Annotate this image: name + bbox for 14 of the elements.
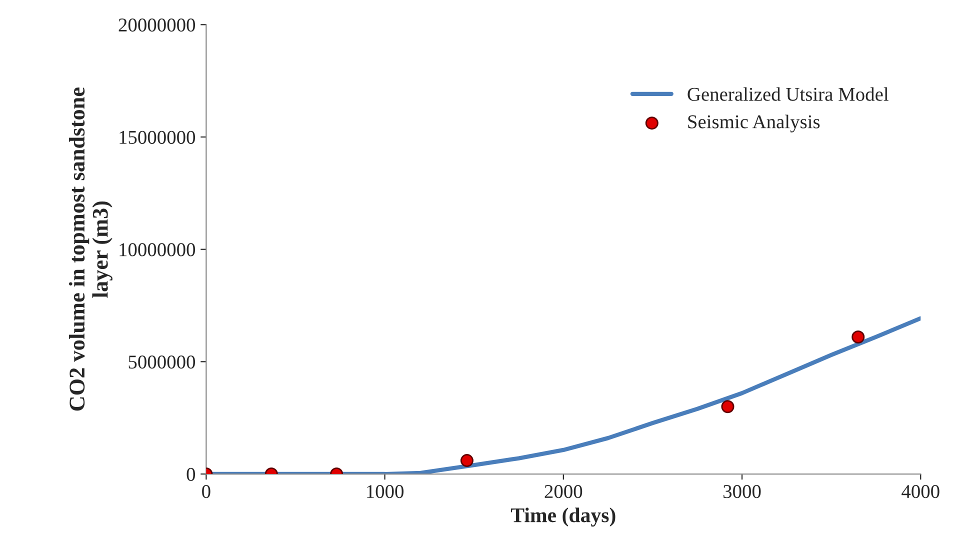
y-tick-label: 5000000 (128, 355, 196, 369)
x-tick-label: 4000 (902, 485, 940, 498)
y-tick-label: 10000000 (120, 243, 196, 256)
x-tick-label: 3000 (724, 485, 761, 498)
y-tick-label: 15000000 (120, 130, 196, 144)
y-tick-label: 20000000 (118, 18, 196, 32)
x-tick-label: 1000 (367, 485, 404, 498)
y-axis-title: CO2 volume in topmost sandstone layer (m3) (68, 88, 112, 411)
legend-label: Generalized Utsira Model (688, 87, 888, 101)
x-tick-label: 2000 (544, 485, 582, 498)
y-tick-label: 0 (186, 468, 196, 481)
x-tick-label: 0 (202, 485, 210, 498)
x-axis-title: Time (days) (510, 508, 616, 527)
legend-label: Seismic Analysis (688, 114, 820, 132)
